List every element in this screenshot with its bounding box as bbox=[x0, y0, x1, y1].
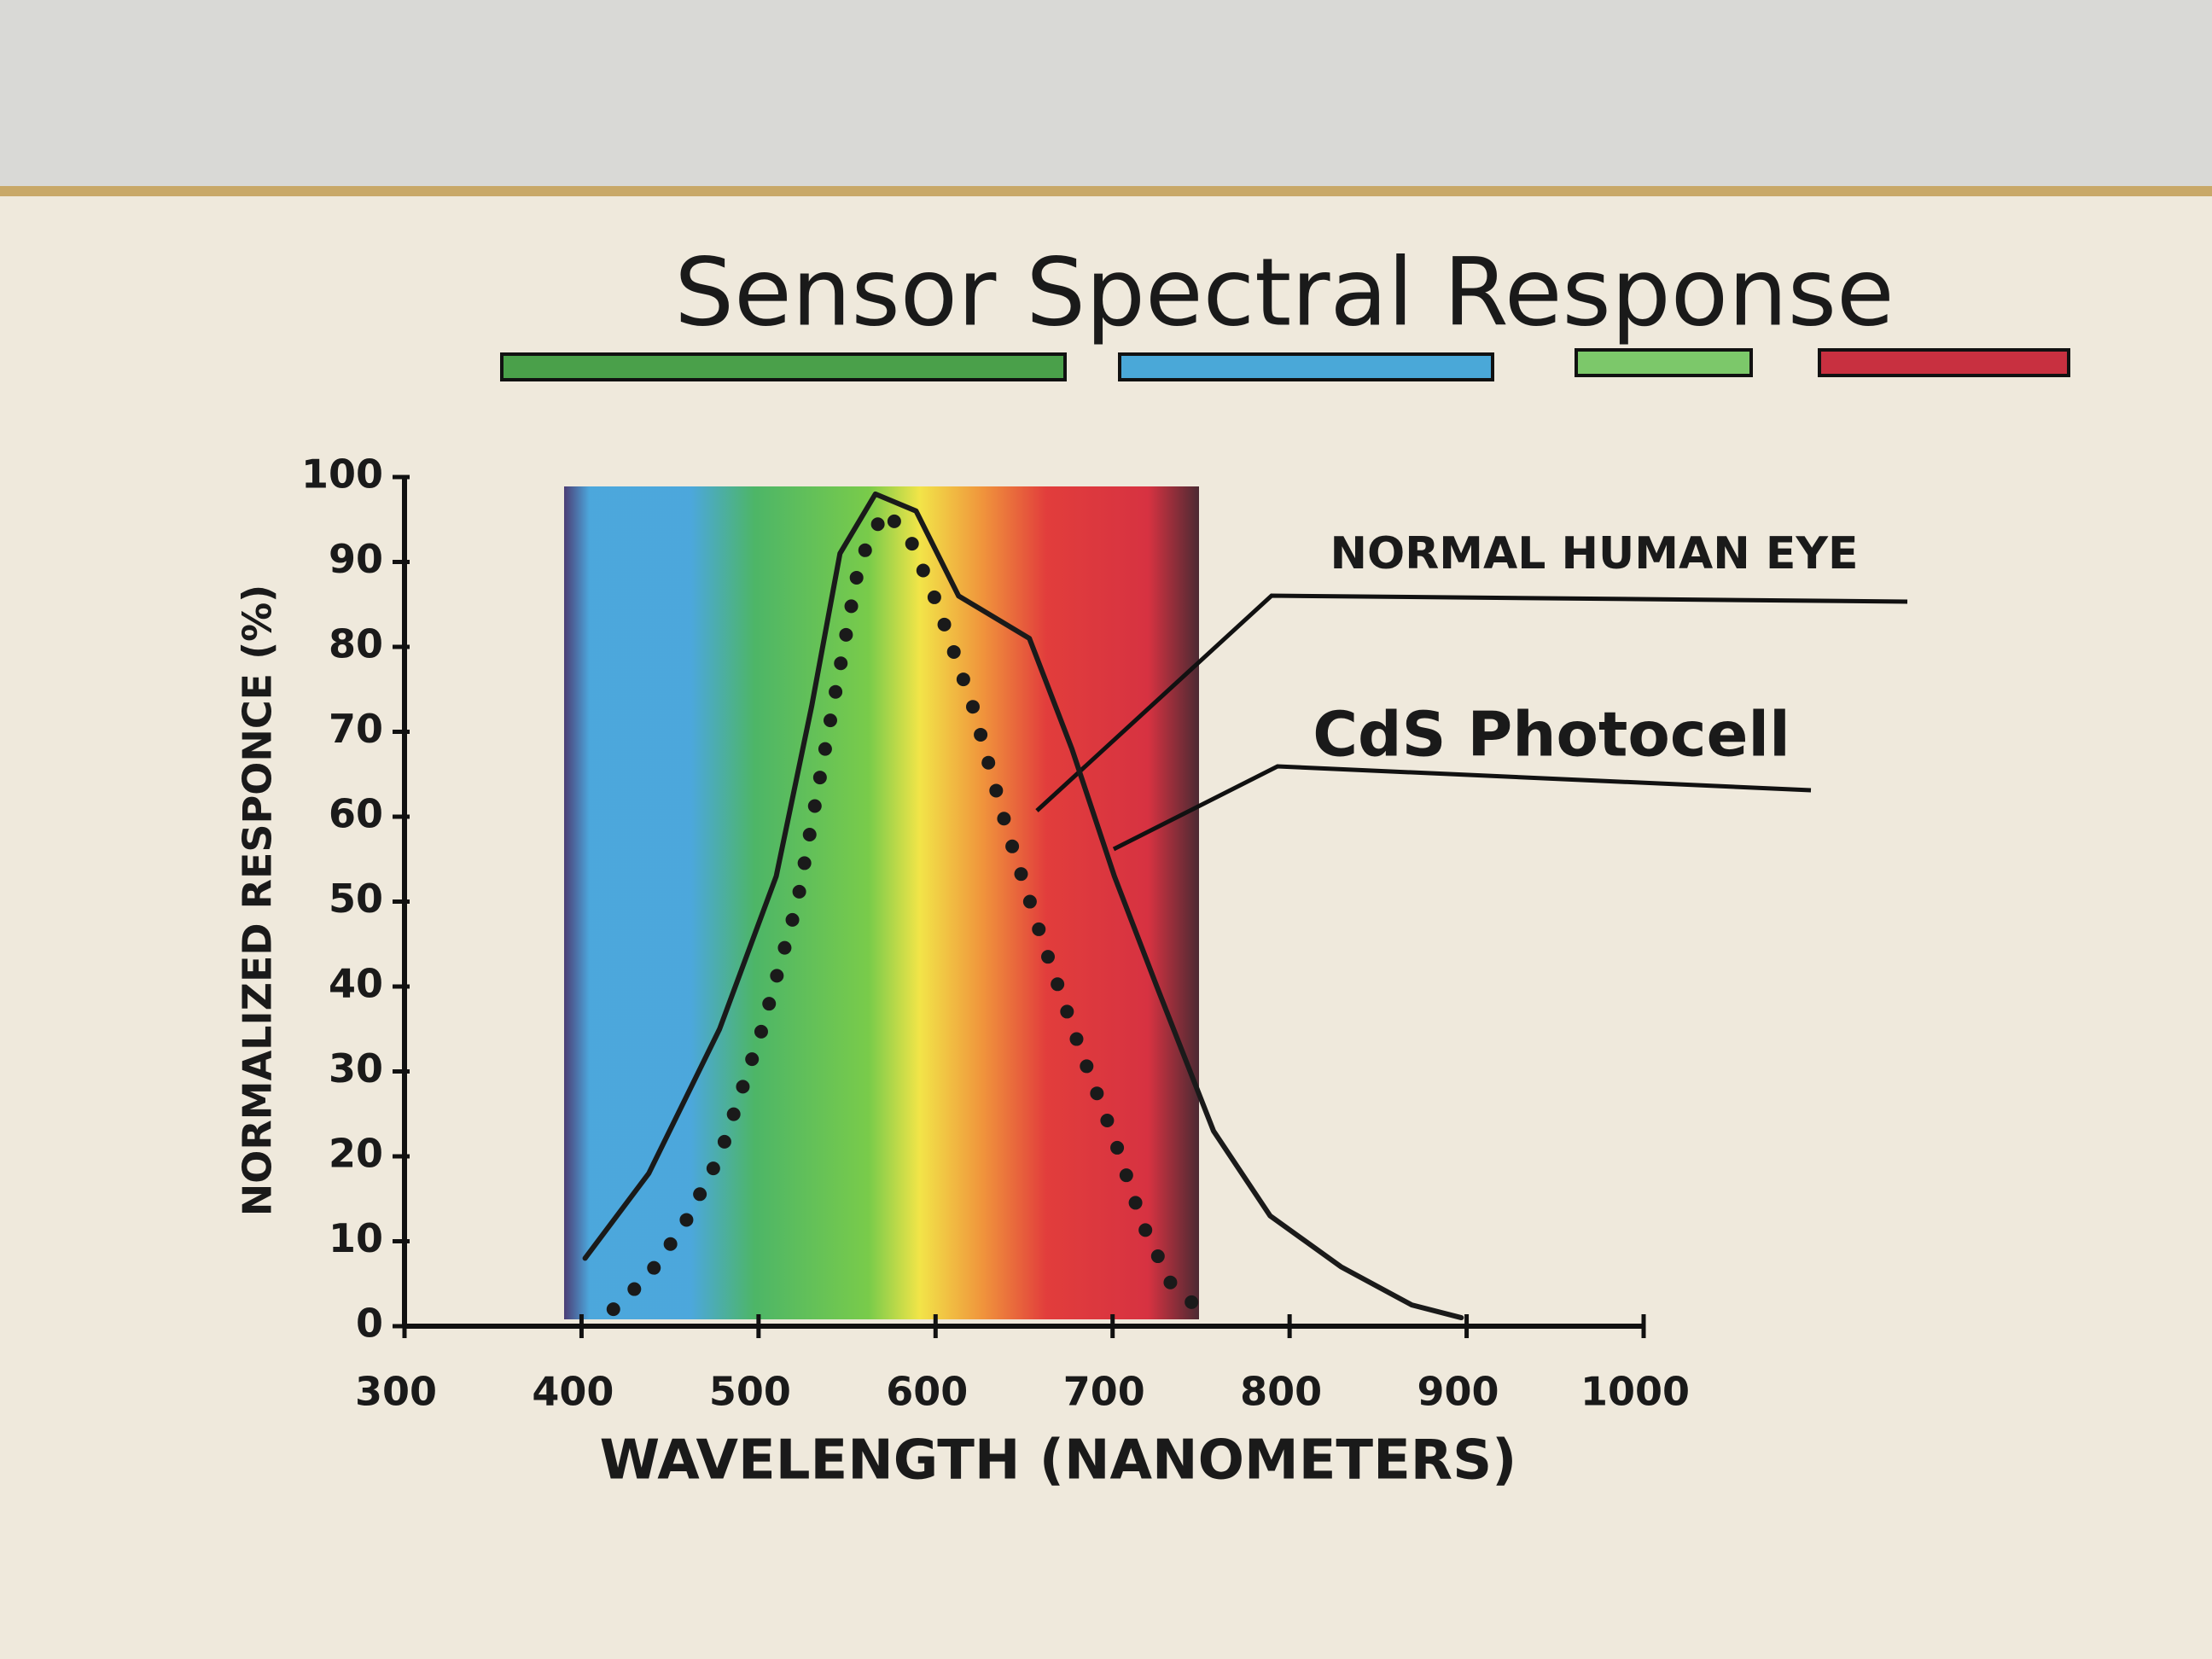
y-tick-label: 10 bbox=[329, 1215, 383, 1261]
x-axis-label: WAVELENGTH (NANOMETERS) bbox=[600, 1429, 1517, 1493]
x-tick-label: 300 bbox=[355, 1369, 437, 1415]
y-tick-label: 20 bbox=[329, 1131, 383, 1177]
x-tick-label: 600 bbox=[886, 1369, 968, 1415]
title-underline bbox=[500, 348, 2070, 381]
x-tick-label: 400 bbox=[532, 1369, 614, 1415]
y-tick-label: 30 bbox=[329, 1045, 383, 1091]
x-tick-label: 900 bbox=[1417, 1369, 1499, 1415]
y-tick-label: 50 bbox=[329, 876, 383, 922]
y-tick-label: 0 bbox=[356, 1301, 383, 1347]
y-tick-label: 40 bbox=[329, 961, 383, 1007]
x-tick-label: 800 bbox=[1240, 1369, 1322, 1415]
legend-label: CdS Photocell bbox=[1313, 699, 1790, 771]
annotation-lines bbox=[1035, 593, 1908, 852]
chart-title: Sensor Spectral Response bbox=[674, 237, 1894, 346]
page-edge bbox=[0, 186, 2212, 196]
series-line bbox=[582, 491, 1464, 1321]
y-tick-label: 60 bbox=[329, 791, 383, 837]
spectrum-band bbox=[564, 486, 1199, 1319]
x-tick-label: 500 bbox=[709, 1369, 791, 1415]
x-tick-label: 700 bbox=[1063, 1369, 1145, 1415]
legend-label: NORMAL HUMAN EYE bbox=[1330, 528, 1858, 579]
x-tick-label: 1000 bbox=[1580, 1369, 1690, 1415]
y-axis-label: NORMALIZED RESPONCE (%) bbox=[235, 585, 281, 1216]
background-page bbox=[0, 0, 2212, 192]
y-tick-label: 70 bbox=[329, 706, 383, 752]
y-tick-label: 90 bbox=[329, 536, 383, 582]
y-tick-label: 80 bbox=[329, 621, 383, 667]
y-tick-label: 100 bbox=[301, 451, 383, 498]
